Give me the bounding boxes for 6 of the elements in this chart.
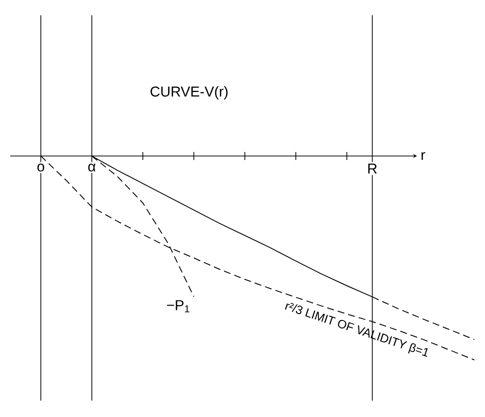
series-label: −P$_{1}$ [166,300,190,312]
x-tick-label: o [37,164,44,172]
x-tick-label: α [88,164,96,172]
x-tick-label: R [368,164,377,174]
x-axis-title: r [422,152,426,160]
chart-title: CURVE-V(r) [150,86,228,100]
